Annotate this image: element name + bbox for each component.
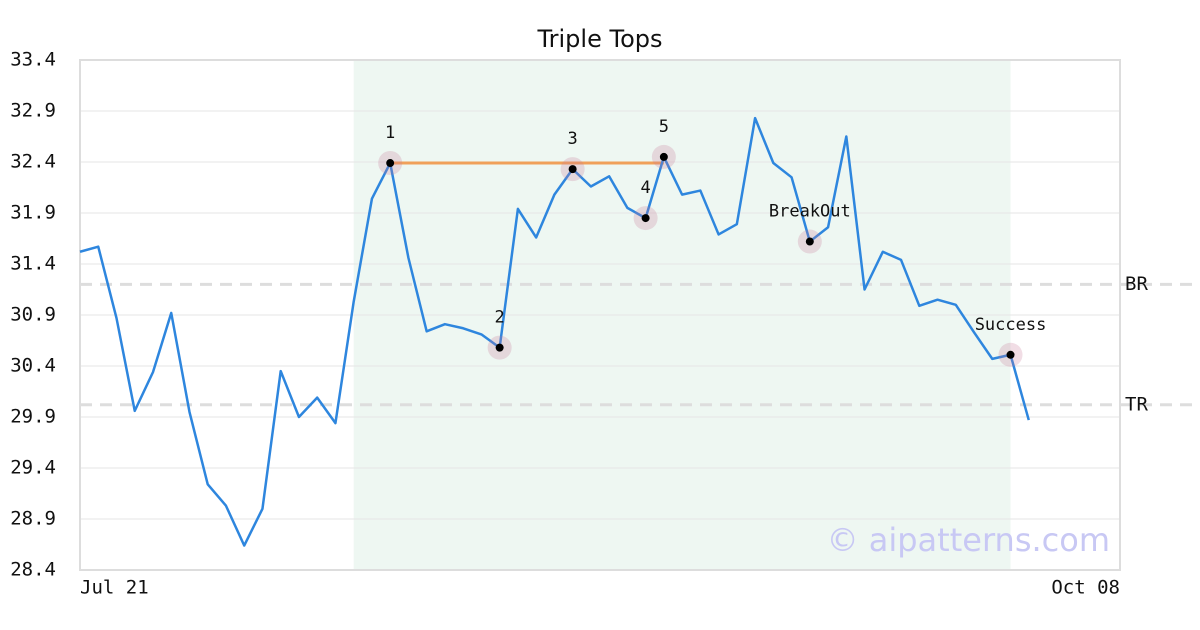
pattern-label: 5 [659, 117, 669, 137]
pattern-label: 2 [495, 308, 505, 328]
x-tick-label: Oct 08 [1051, 577, 1120, 599]
chart-title: Triple Tops [537, 25, 663, 53]
pattern-point [568, 165, 577, 174]
pattern-label: Success [975, 315, 1047, 335]
y-tick-label: 29.9 [10, 406, 56, 428]
pattern-label: 1 [385, 123, 395, 143]
y-tick-label: 30.9 [10, 304, 56, 326]
pattern-point [659, 152, 668, 161]
y-tick-label: 32.9 [10, 100, 56, 122]
y-tick-label: 31.4 [10, 253, 56, 275]
y-tick-label: 28.9 [10, 508, 56, 530]
price-line [79, 116, 1030, 547]
pattern-point [805, 237, 814, 246]
watermark: © aipatterns.com [827, 521, 1110, 559]
pattern-label: 3 [568, 129, 578, 149]
pattern-point [1006, 350, 1015, 359]
pattern-point [386, 159, 395, 168]
y-tick-label: 31.9 [10, 202, 56, 224]
y-tick-label: 32.4 [10, 151, 56, 173]
y-tick-label: 33.4 [10, 49, 56, 71]
level-label: BR [1125, 273, 1148, 295]
y-tick-label: 28.4 [10, 559, 56, 581]
y-tick-label: 30.4 [10, 355, 56, 377]
x-tick-label: Jul 21 [80, 577, 149, 599]
pattern-point [641, 214, 650, 223]
level-label: TR [1125, 393, 1148, 415]
plot-frame [79, 59, 1121, 571]
pattern-label: 4 [640, 178, 650, 198]
pattern-point [495, 343, 504, 352]
pattern-label: BreakOut [769, 202, 851, 222]
y-tick-label: 29.4 [10, 457, 56, 479]
